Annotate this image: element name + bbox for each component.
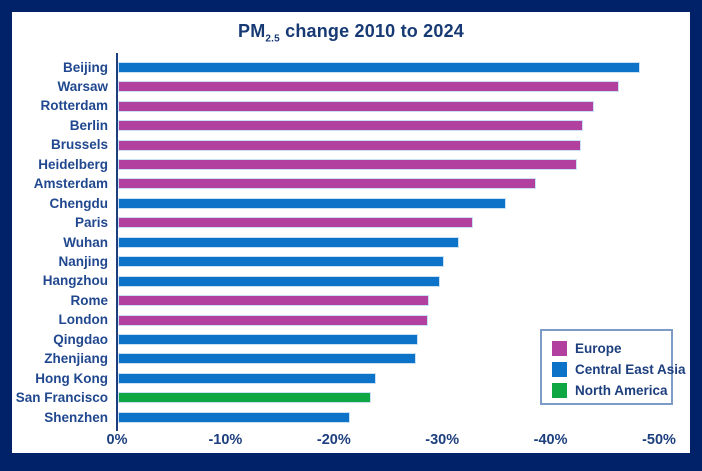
x-tick-label: -40% — [533, 432, 568, 448]
bar — [118, 353, 416, 365]
legend-swatch — [552, 362, 567, 377]
category-label: Shenzhen — [44, 409, 108, 425]
bar — [118, 158, 578, 170]
legend-swatch — [552, 383, 567, 398]
x-tick-label: -30% — [425, 432, 460, 448]
bar — [118, 314, 428, 326]
x-tick-label: 0% — [106, 432, 128, 448]
legend: Europe Central East Asia North America — [540, 329, 686, 405]
category-label: London — [58, 312, 108, 328]
category-label: Zhenjiang — [44, 351, 108, 367]
bar — [118, 295, 429, 307]
category-label: San Francisco — [15, 390, 108, 406]
bar — [118, 178, 537, 190]
legend-label: North America — [575, 383, 668, 398]
category-label: Rotterdam — [40, 98, 108, 114]
legend-label: Central East Asia — [575, 362, 686, 377]
chart-title: PM2.5 change 2010 to 2024 — [12, 21, 690, 45]
chart-title-suffix: change 2010 to 2024 — [279, 21, 465, 41]
x-tick-label: -10% — [208, 432, 243, 448]
category-label: Heidelberg — [38, 156, 108, 172]
bar — [118, 81, 619, 93]
category-label: Paris — [74, 215, 108, 231]
bar — [118, 197, 506, 209]
category-label: Amsterdam — [33, 176, 108, 192]
y-axis-line — [116, 53, 118, 431]
bar — [118, 372, 376, 384]
bar — [118, 139, 581, 151]
chart-panel: PM2.5 change 2010 to 2024 Beijing Warsaw R… — [12, 12, 690, 453]
legend-swatch — [552, 341, 567, 356]
category-label: Qingdao — [53, 331, 108, 347]
category-label: Chengdu — [49, 195, 109, 211]
bar — [118, 100, 594, 112]
bar — [118, 61, 641, 73]
x-tick-label: -50% — [642, 432, 676, 448]
chart-title-prefix: PM — [237, 21, 266, 41]
chart-title-subscript: 2.5 — [265, 33, 280, 45]
category-label: Wuhan — [63, 234, 108, 250]
legend-item: North America — [552, 380, 671, 401]
category-label: Berlin — [69, 117, 108, 133]
bar — [118, 236, 460, 248]
category-label: Warsaw — [57, 78, 108, 94]
category-label: Rome — [70, 292, 108, 308]
bar — [118, 120, 583, 132]
bar — [118, 392, 372, 404]
legend-label: Europe — [575, 341, 622, 356]
legend-item: Central East Asia — [552, 359, 686, 380]
x-tick-label: -20% — [316, 432, 351, 448]
bar — [118, 275, 440, 287]
category-label: Beijing — [62, 59, 108, 75]
category-label: Hangzhou — [42, 273, 108, 289]
category-label: Brussels — [50, 137, 108, 153]
bar — [118, 256, 445, 268]
bar — [118, 411, 350, 423]
legend-item: Europe — [552, 338, 671, 359]
bar — [118, 334, 419, 346]
category-label: Nanjing — [58, 254, 109, 269]
bar — [118, 217, 474, 229]
category-label: Hong Kong — [35, 370, 108, 386]
